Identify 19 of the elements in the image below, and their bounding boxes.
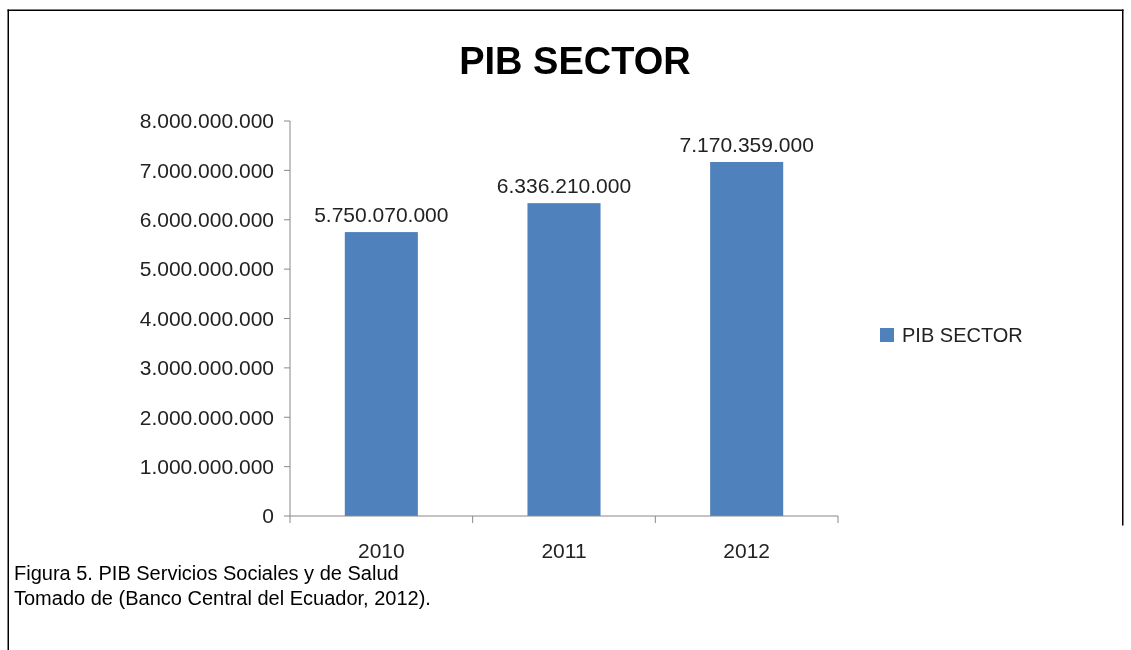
text: Figura 5. PIB Servicios Sociales y de Salud [14,562,399,584]
data-label: 6.336.210.000 [496,174,632,198]
x-tick-label: 2011 [541,539,587,562]
x-tick-label: 2012 [723,539,771,562]
data-label: 5.750.070.000 [314,203,449,227]
y-tick-label: 4.000.000.000 [139,306,274,330]
y-tick-label: 1.000.000.000 [139,454,274,478]
y-tick-label: 7.000.000.000 [139,158,274,182]
y-tick-label: 3.000.000.000 [139,356,274,380]
y-tick-label: 5.000.000.000 [139,257,274,281]
data-label: 7.170.359.000 [679,132,814,156]
text: Tomado de (Banco Central del Ecuador, 2012). [14,587,431,609]
y-tick-label: 2.000.000.000 [139,405,274,429]
x-tick-label: 2010 [357,539,405,562]
y-tick-label: 8.000.000.000 [139,109,274,133]
chart-title: PIB SECTOR [459,40,691,82]
y-tick-label: 6.000.000.000 [139,208,274,232]
legend-label: PIB SECTOR [902,324,1023,346]
y-tick-label: 0 [262,504,274,528]
